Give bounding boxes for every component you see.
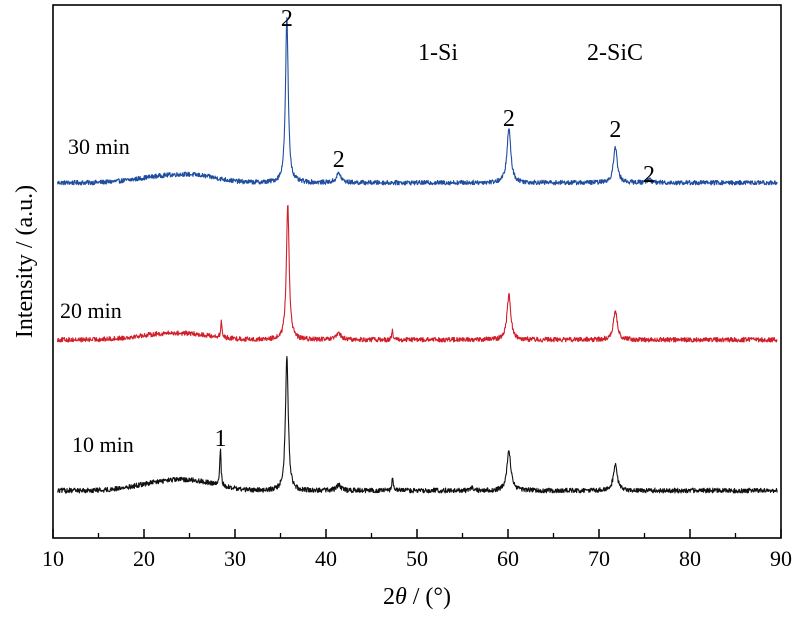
- legend-entry-si: 1-Si: [418, 40, 458, 66]
- series-30-min: 30 min: [56, 17, 778, 186]
- x-tick-label: 30: [224, 546, 246, 571]
- series-label: 30 min: [68, 134, 130, 159]
- x-tick-label: 40: [315, 546, 337, 571]
- series-label: 20 min: [60, 298, 122, 323]
- peak-label: 2: [333, 147, 345, 173]
- peak-label: 2: [503, 106, 515, 132]
- series-line: [56, 204, 778, 343]
- x-tick-label: 70: [588, 546, 610, 571]
- label-layer: 2θ / (°) Intensity / (a.u.) 1-Si 2-SiC 2…: [12, 6, 655, 610]
- peak-label: 1: [214, 426, 226, 452]
- x-tick-label: 90: [770, 546, 792, 571]
- peak-label: 2: [643, 162, 655, 188]
- series-line: [56, 17, 778, 186]
- peak-label: 2: [609, 117, 621, 143]
- legend-entry-sic: 2-SiC: [587, 40, 643, 66]
- series-line: [57, 355, 778, 494]
- series-10-min: 10 min: [57, 355, 778, 494]
- x-tick-label: 50: [406, 546, 428, 571]
- series-layer: 30 min 20 min 10 min: [56, 17, 778, 494]
- axis-layer: 10 20 30 40 50 60 70 80 90: [42, 4, 792, 571]
- x-tick-label: 20: [133, 546, 155, 571]
- y-axis-title: Intensity / (a.u.): [12, 185, 38, 338]
- x-axis-title: 2θ / (°): [383, 584, 451, 610]
- series-20-min: 20 min: [56, 204, 778, 343]
- x-tick-label: 10: [42, 546, 64, 571]
- series-label: 10 min: [72, 432, 134, 457]
- plot-frame: [52, 4, 782, 539]
- x-tick-label: 60: [497, 546, 519, 571]
- x-tick-label: 80: [679, 546, 701, 571]
- peak-label: 2: [281, 6, 293, 32]
